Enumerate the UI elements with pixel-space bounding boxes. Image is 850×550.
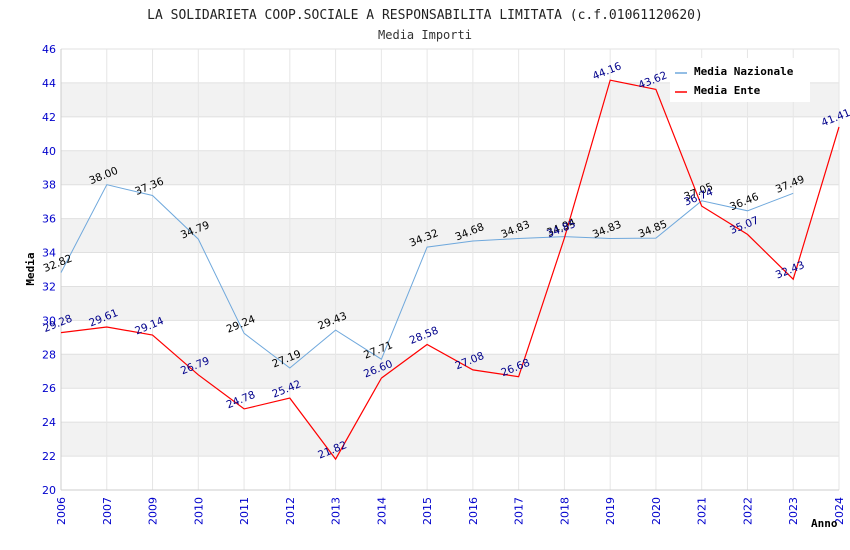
data-label-media-ente: 44.16 (591, 60, 624, 83)
x-tick-label: 2018 (558, 497, 571, 525)
chart-title: LA SOLIDARIETA COOP.SOCIALE A RESPONSABI… (147, 8, 703, 23)
x-tick-label: 2017 (513, 497, 526, 525)
y-tick-label: 28 (42, 348, 56, 361)
x-tick-label: 2016 (467, 497, 480, 525)
x-tick-label: 2019 (604, 497, 617, 525)
y-tick-label: 42 (42, 111, 56, 124)
x-tick-label: 2010 (192, 497, 205, 525)
x-tick-label: 2021 (696, 497, 709, 525)
x-axis-label: Anno (811, 517, 838, 530)
series-line-media-ente (60, 79, 840, 461)
legend-box (670, 58, 810, 102)
y-tick-label: 38 (42, 179, 56, 192)
data-label-media-ente: 32.43 (774, 259, 806, 281)
x-tick-label: 2012 (284, 497, 297, 525)
series-lines (60, 79, 840, 461)
x-tick-label: 2007 (101, 497, 114, 525)
x-tick-label: 2015 (421, 497, 434, 525)
grid-band (61, 422, 839, 457)
x-tick-label: 2020 (650, 497, 663, 525)
y-tick-label: 22 (42, 450, 56, 463)
grid-band (61, 286, 839, 321)
plot-bands (61, 82, 839, 457)
x-tick-label: 2022 (741, 497, 754, 525)
grid-band (61, 218, 839, 253)
data-label-media-ente: 24.78 (225, 389, 257, 411)
y-tick-label: 32 (42, 280, 56, 293)
legend-label-media-nazionale: Media Nazionale (694, 65, 794, 78)
y-tick-label: 40 (42, 145, 56, 158)
data-label-media-ente: 28.58 (408, 324, 440, 346)
x-tick-label: 2013 (330, 497, 343, 525)
y-tick-label: 24 (42, 416, 56, 429)
legend: Media Nazionale Media Ente (670, 58, 810, 102)
y-tick-label: 44 (42, 77, 56, 90)
x-tick-label: 2009 (147, 497, 160, 525)
y-tick-label: 34 (42, 247, 56, 260)
x-tick-label: 2024 (833, 497, 846, 525)
y-axis-label: Media (24, 252, 37, 285)
x-tick-label: 2023 (787, 497, 800, 525)
y-tick-label: 46 (42, 43, 56, 56)
series-line-media-nazionale (60, 184, 794, 369)
x-tick-label: 2014 (375, 497, 388, 525)
y-tick-label: 30 (42, 314, 56, 327)
x-tick-labels: 2006 2007 2009 2010 2011 2012 2013 2014 2015 2016… (55, 497, 846, 525)
legend-label-media-ente: Media Ente (694, 84, 761, 97)
grid-band (61, 354, 839, 389)
chart-subtitle: Media Importi (378, 28, 472, 42)
y-tick-label: 26 (42, 382, 56, 395)
y-tick-labels: 20 22 24 26 28 30 32 34 36 38 40 42 44 46 (42, 43, 56, 497)
y-tick-label: 36 (42, 213, 56, 226)
x-tick-label: 2006 (55, 497, 68, 525)
y-tick-label: 20 (42, 484, 56, 497)
grid-band (61, 150, 839, 185)
x-tick-label: 2011 (238, 497, 251, 525)
